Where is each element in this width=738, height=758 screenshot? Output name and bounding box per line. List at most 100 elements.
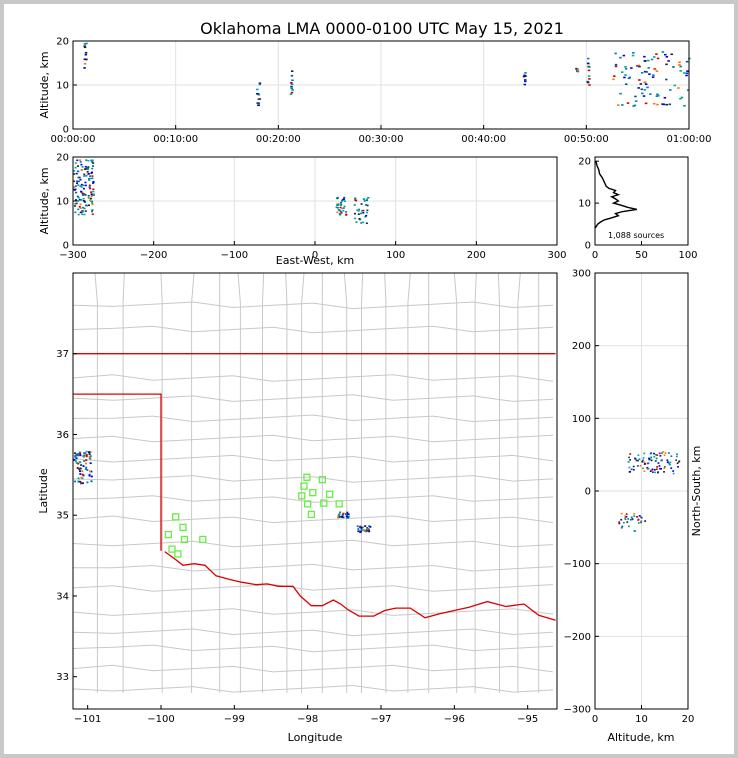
ew-altitude-source-point <box>92 188 95 191</box>
plan-view-source-point <box>86 469 89 471</box>
plan-view-source-point <box>346 511 349 514</box>
plan-view-source-point <box>88 473 91 476</box>
time-height-source-point <box>680 96 684 99</box>
ew-altitude-source-point <box>339 210 342 213</box>
ew-altitude-source-point <box>77 176 80 179</box>
altitude-ns-source-point <box>642 467 644 470</box>
altitude-ns-source-point <box>656 472 659 474</box>
altitude-ns-source-point <box>653 469 656 471</box>
time-height-source-point <box>83 67 86 69</box>
time-height-source-point <box>652 102 656 105</box>
ew-altitude-source-point <box>345 211 348 213</box>
ew-altitude-source-point <box>74 162 77 164</box>
ew-altitude-source-point <box>84 210 87 212</box>
plan-view-source-point <box>74 456 77 458</box>
ew-altitude-source-point <box>336 197 339 200</box>
lma-station-marker <box>309 488 317 497</box>
plan-view-source-point <box>364 525 367 527</box>
ew-altitude-source-point <box>76 195 79 198</box>
ew-altitude-source-point <box>89 187 92 190</box>
ew-altitude-source-point <box>362 211 365 214</box>
plan-view-source-point <box>77 454 80 457</box>
ew-altitude-source-point <box>336 211 339 214</box>
ew-altitude-source-point <box>78 198 81 201</box>
time-height-source-point <box>679 97 682 100</box>
ew-altitude-source-point <box>80 190 83 193</box>
ew-altitude-x-tick-label: −300 <box>59 250 86 261</box>
plan-view-source-point <box>74 455 77 457</box>
altitude-ns-source-point <box>672 470 675 472</box>
altitude-ns-source-point <box>634 457 636 460</box>
plan-view-source-point <box>366 527 369 530</box>
ew-altitude-source-point <box>87 195 90 197</box>
ew-altitude-source-point <box>345 213 348 216</box>
time-height-source-point <box>257 93 261 96</box>
altitude-ns-source-point <box>663 467 666 470</box>
time-height-source-point <box>290 91 294 94</box>
plan-view-source-point <box>88 453 91 456</box>
altitude-ns-source-point <box>618 521 621 523</box>
altitude-ns-y-tick-label: 100 <box>572 414 591 425</box>
time-height-source-point <box>679 70 682 72</box>
time-height-ylabel: Altitude, km <box>38 51 51 118</box>
altitude-ns-source-point <box>648 457 650 460</box>
plan-view-x-tick-label: −97 <box>370 714 391 725</box>
ew-altitude-source-point <box>342 198 345 200</box>
ew-altitude-source-point <box>91 202 94 204</box>
plan-view-source-point <box>85 453 88 456</box>
ew-altitude-source-point <box>91 213 94 216</box>
time-height-source-point <box>644 83 648 86</box>
time-height-source-point <box>630 67 633 69</box>
altitude-histogram-line <box>594 161 638 229</box>
plan-view-source-point <box>361 526 364 529</box>
time-height-source-point <box>641 92 644 95</box>
altitude-ns-source-point <box>655 459 657 462</box>
time-height-source-point <box>683 104 686 107</box>
ew-altitude-source-point <box>90 159 93 162</box>
plan-view-source-point <box>73 458 76 461</box>
ew-altitude-source-point <box>86 173 89 175</box>
time-height-source-point <box>667 60 670 62</box>
plan-view-source-point <box>89 462 92 465</box>
altitude-ns-source-point <box>640 520 643 522</box>
plan-view-source-point <box>78 470 81 473</box>
plan-view-x-tick-label: −100 <box>147 714 174 725</box>
time-height-source-point <box>668 103 672 106</box>
time-height-source-point <box>523 83 527 86</box>
altitude-ns-source-point <box>625 516 628 518</box>
altitude-ns-source-point <box>639 465 642 467</box>
time-height-source-point <box>673 84 677 87</box>
time-height-source-point <box>669 89 672 91</box>
time-height-source-point <box>257 104 260 107</box>
altitude-ns-source-point <box>641 460 644 463</box>
lma-station-marker <box>174 550 182 558</box>
ew-altitude-source-point <box>337 203 340 205</box>
time-height-source-point <box>670 53 673 56</box>
time-height-source-point <box>647 67 650 69</box>
plan-view-ylabel: Latitude <box>37 468 50 514</box>
plan-view-x-tick-label: −96 <box>444 714 465 725</box>
ew-altitude-source-point <box>356 209 359 211</box>
county-boundary <box>237 272 241 693</box>
plan-view-source-point <box>81 473 84 476</box>
plan-view-source-point <box>78 451 81 454</box>
ew-altitude-source-point <box>88 184 91 187</box>
plan-view-source-point <box>77 480 80 483</box>
altitude-ns-source-point <box>618 522 621 525</box>
altitude-ns-source-point <box>643 470 646 472</box>
time-height-x-tick-label: 00:40:00 <box>461 134 506 145</box>
time-height-source-point <box>655 53 658 55</box>
ew-altitude-source-point <box>365 214 368 217</box>
county-boundary <box>384 272 387 693</box>
time-height-source-point <box>639 83 643 85</box>
altitude-ns-source-point <box>662 451 665 453</box>
time-height-source-point <box>85 42 88 45</box>
altitude-ns-source-point <box>657 471 659 473</box>
ew-altitude-source-point <box>87 159 90 162</box>
altitude-ns-source-point <box>659 467 661 470</box>
plan-view-source-point <box>362 529 365 532</box>
time-height-source-point <box>648 73 651 75</box>
time-height-source-point <box>621 104 624 106</box>
ew-altitude-source-point <box>82 206 85 209</box>
ew-altitude-source-point <box>343 196 346 199</box>
